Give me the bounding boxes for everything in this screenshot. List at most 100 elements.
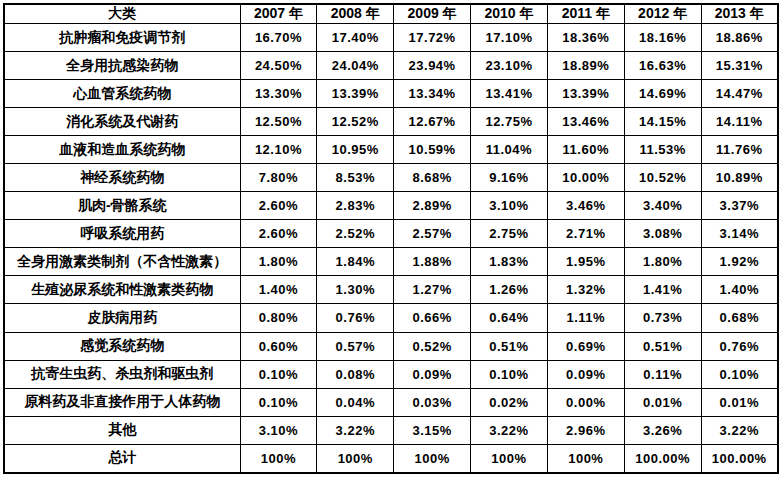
table-row: 血液和造血系统药物12.10%10.95%10.59%11.04%11.60%1… [4, 136, 778, 164]
value-cell: 1.80% [624, 248, 701, 276]
table-row: 肌肉-骨骼系统2.60%2.83%2.89%3.10%3.46%3.40%3.3… [4, 192, 778, 220]
table-row: 皮肤病用药0.80%0.76%0.66%0.64%1.11%0.73%0.68% [4, 304, 778, 332]
table-row: 消化系统及代谢药12.50%12.52%12.67%12.75%13.46%14… [4, 108, 778, 136]
value-cell: 10.95% [317, 136, 394, 164]
table-row: 原料药及非直接作用于人体药物0.10%0.04%0.03%0.02%0.00%0… [4, 388, 778, 416]
value-cell: 0.09% [394, 360, 471, 388]
value-cell: 23.10% [471, 52, 548, 80]
value-cell: 9.16% [471, 164, 548, 192]
table-row: 生殖泌尿系统和性激素类药物1.40%1.30%1.27%1.26%1.32%1.… [4, 276, 778, 304]
value-cell: 0.52% [394, 332, 471, 360]
value-cell: 0.76% [701, 332, 778, 360]
header-year-2012: 2012 年 [624, 4, 701, 24]
category-cell: 感觉系统药物 [4, 332, 240, 360]
value-cell: 0.03% [394, 388, 471, 416]
table-row: 抗肿瘤和免疫调节剂16.70%17.40%17.72%17.10%18.36%1… [4, 24, 778, 52]
value-cell: 11.04% [471, 136, 548, 164]
header-year-2011: 2011 年 [547, 4, 624, 24]
category-cell: 心血管系统药物 [4, 80, 240, 108]
table-row: 其他3.10%3.22%3.15%3.22%2.96%3.26%3.22% [4, 416, 778, 444]
value-cell: 18.89% [547, 52, 624, 80]
value-cell: 13.34% [394, 80, 471, 108]
value-cell: 3.10% [471, 192, 548, 220]
value-cell: 3.22% [317, 416, 394, 444]
value-cell: 12.75% [471, 108, 548, 136]
value-cell: 1.84% [317, 248, 394, 276]
value-cell: 8.68% [394, 164, 471, 192]
value-cell: 12.67% [394, 108, 471, 136]
value-cell: 100% [547, 444, 624, 473]
value-cell: 14.69% [624, 80, 701, 108]
value-cell: 3.40% [624, 192, 701, 220]
category-cell: 消化系统及代谢药 [4, 108, 240, 136]
value-cell: 0.00% [547, 388, 624, 416]
value-cell: 18.16% [624, 24, 701, 52]
value-cell: 2.83% [317, 192, 394, 220]
value-cell: 16.63% [624, 52, 701, 80]
value-cell: 3.08% [624, 220, 701, 248]
value-cell: 24.04% [317, 52, 394, 80]
value-cell: 2.60% [240, 192, 317, 220]
value-cell: 0.51% [471, 332, 548, 360]
value-cell: 3.10% [240, 416, 317, 444]
value-cell: 0.10% [471, 360, 548, 388]
value-cell: 100.00% [701, 444, 778, 473]
value-cell: 0.73% [624, 304, 701, 332]
category-cell: 全身用抗感染药物 [4, 52, 240, 80]
category-cell: 原料药及非直接作用于人体药物 [4, 388, 240, 416]
value-cell: 18.36% [547, 24, 624, 52]
value-cell: 13.41% [471, 80, 548, 108]
value-cell: 13.39% [547, 80, 624, 108]
value-cell: 3.22% [701, 416, 778, 444]
category-cell: 总计 [4, 444, 240, 473]
value-cell: 12.52% [317, 108, 394, 136]
value-cell: 3.15% [394, 416, 471, 444]
value-cell: 0.10% [240, 388, 317, 416]
value-cell: 2.60% [240, 220, 317, 248]
value-cell: 100% [471, 444, 548, 473]
value-cell: 2.52% [317, 220, 394, 248]
value-cell: 3.37% [701, 192, 778, 220]
header-year-2010: 2010 年 [471, 4, 548, 24]
value-cell: 14.15% [624, 108, 701, 136]
category-cell: 肌肉-骨骼系统 [4, 192, 240, 220]
value-cell: 10.89% [701, 164, 778, 192]
header-category: 大类 [4, 4, 240, 24]
value-cell: 2.75% [471, 220, 548, 248]
value-cell: 14.47% [701, 80, 778, 108]
header-year-2009: 2009 年 [394, 4, 471, 24]
value-cell: 1.41% [624, 276, 701, 304]
value-cell: 16.70% [240, 24, 317, 52]
category-cell: 呼吸系统用药 [4, 220, 240, 248]
value-cell: 1.40% [701, 276, 778, 304]
value-cell: 12.10% [240, 136, 317, 164]
value-cell: 0.09% [547, 360, 624, 388]
table-row: 呼吸系统用药2.60%2.52%2.57%2.75%2.71%3.08%3.14… [4, 220, 778, 248]
value-cell: 0.60% [240, 332, 317, 360]
value-cell: 100% [317, 444, 394, 473]
value-cell: 1.26% [471, 276, 548, 304]
value-cell: 1.92% [701, 248, 778, 276]
value-cell: 2.57% [394, 220, 471, 248]
category-cell: 其他 [4, 416, 240, 444]
value-cell: 13.30% [240, 80, 317, 108]
value-cell: 1.27% [394, 276, 471, 304]
table-row: 神经系统药物7.80%8.53%8.68%9.16%10.00%10.52%10… [4, 164, 778, 192]
value-cell: 100.00% [624, 444, 701, 473]
table-row: 总计100%100%100%100%100%100.00%100.00% [4, 444, 778, 473]
value-cell: 11.76% [701, 136, 778, 164]
value-cell: 2.96% [547, 416, 624, 444]
table-row: 抗寄生虫药、杀虫剂和驱虫剂0.10%0.08%0.09%0.10%0.09%0.… [4, 360, 778, 388]
value-cell: 1.32% [547, 276, 624, 304]
value-cell: 15.31% [701, 52, 778, 80]
value-cell: 10.00% [547, 164, 624, 192]
value-cell: 3.46% [547, 192, 624, 220]
value-cell: 0.10% [240, 360, 317, 388]
table-row: 全身用激素类制剂（不含性激素）1.80%1.84%1.88%1.83%1.95%… [4, 248, 778, 276]
value-cell: 13.46% [547, 108, 624, 136]
value-cell: 1.80% [240, 248, 317, 276]
value-cell: 3.26% [624, 416, 701, 444]
value-cell: 0.51% [624, 332, 701, 360]
value-cell: 0.57% [317, 332, 394, 360]
category-cell: 全身用激素类制剂（不含性激素） [4, 248, 240, 276]
